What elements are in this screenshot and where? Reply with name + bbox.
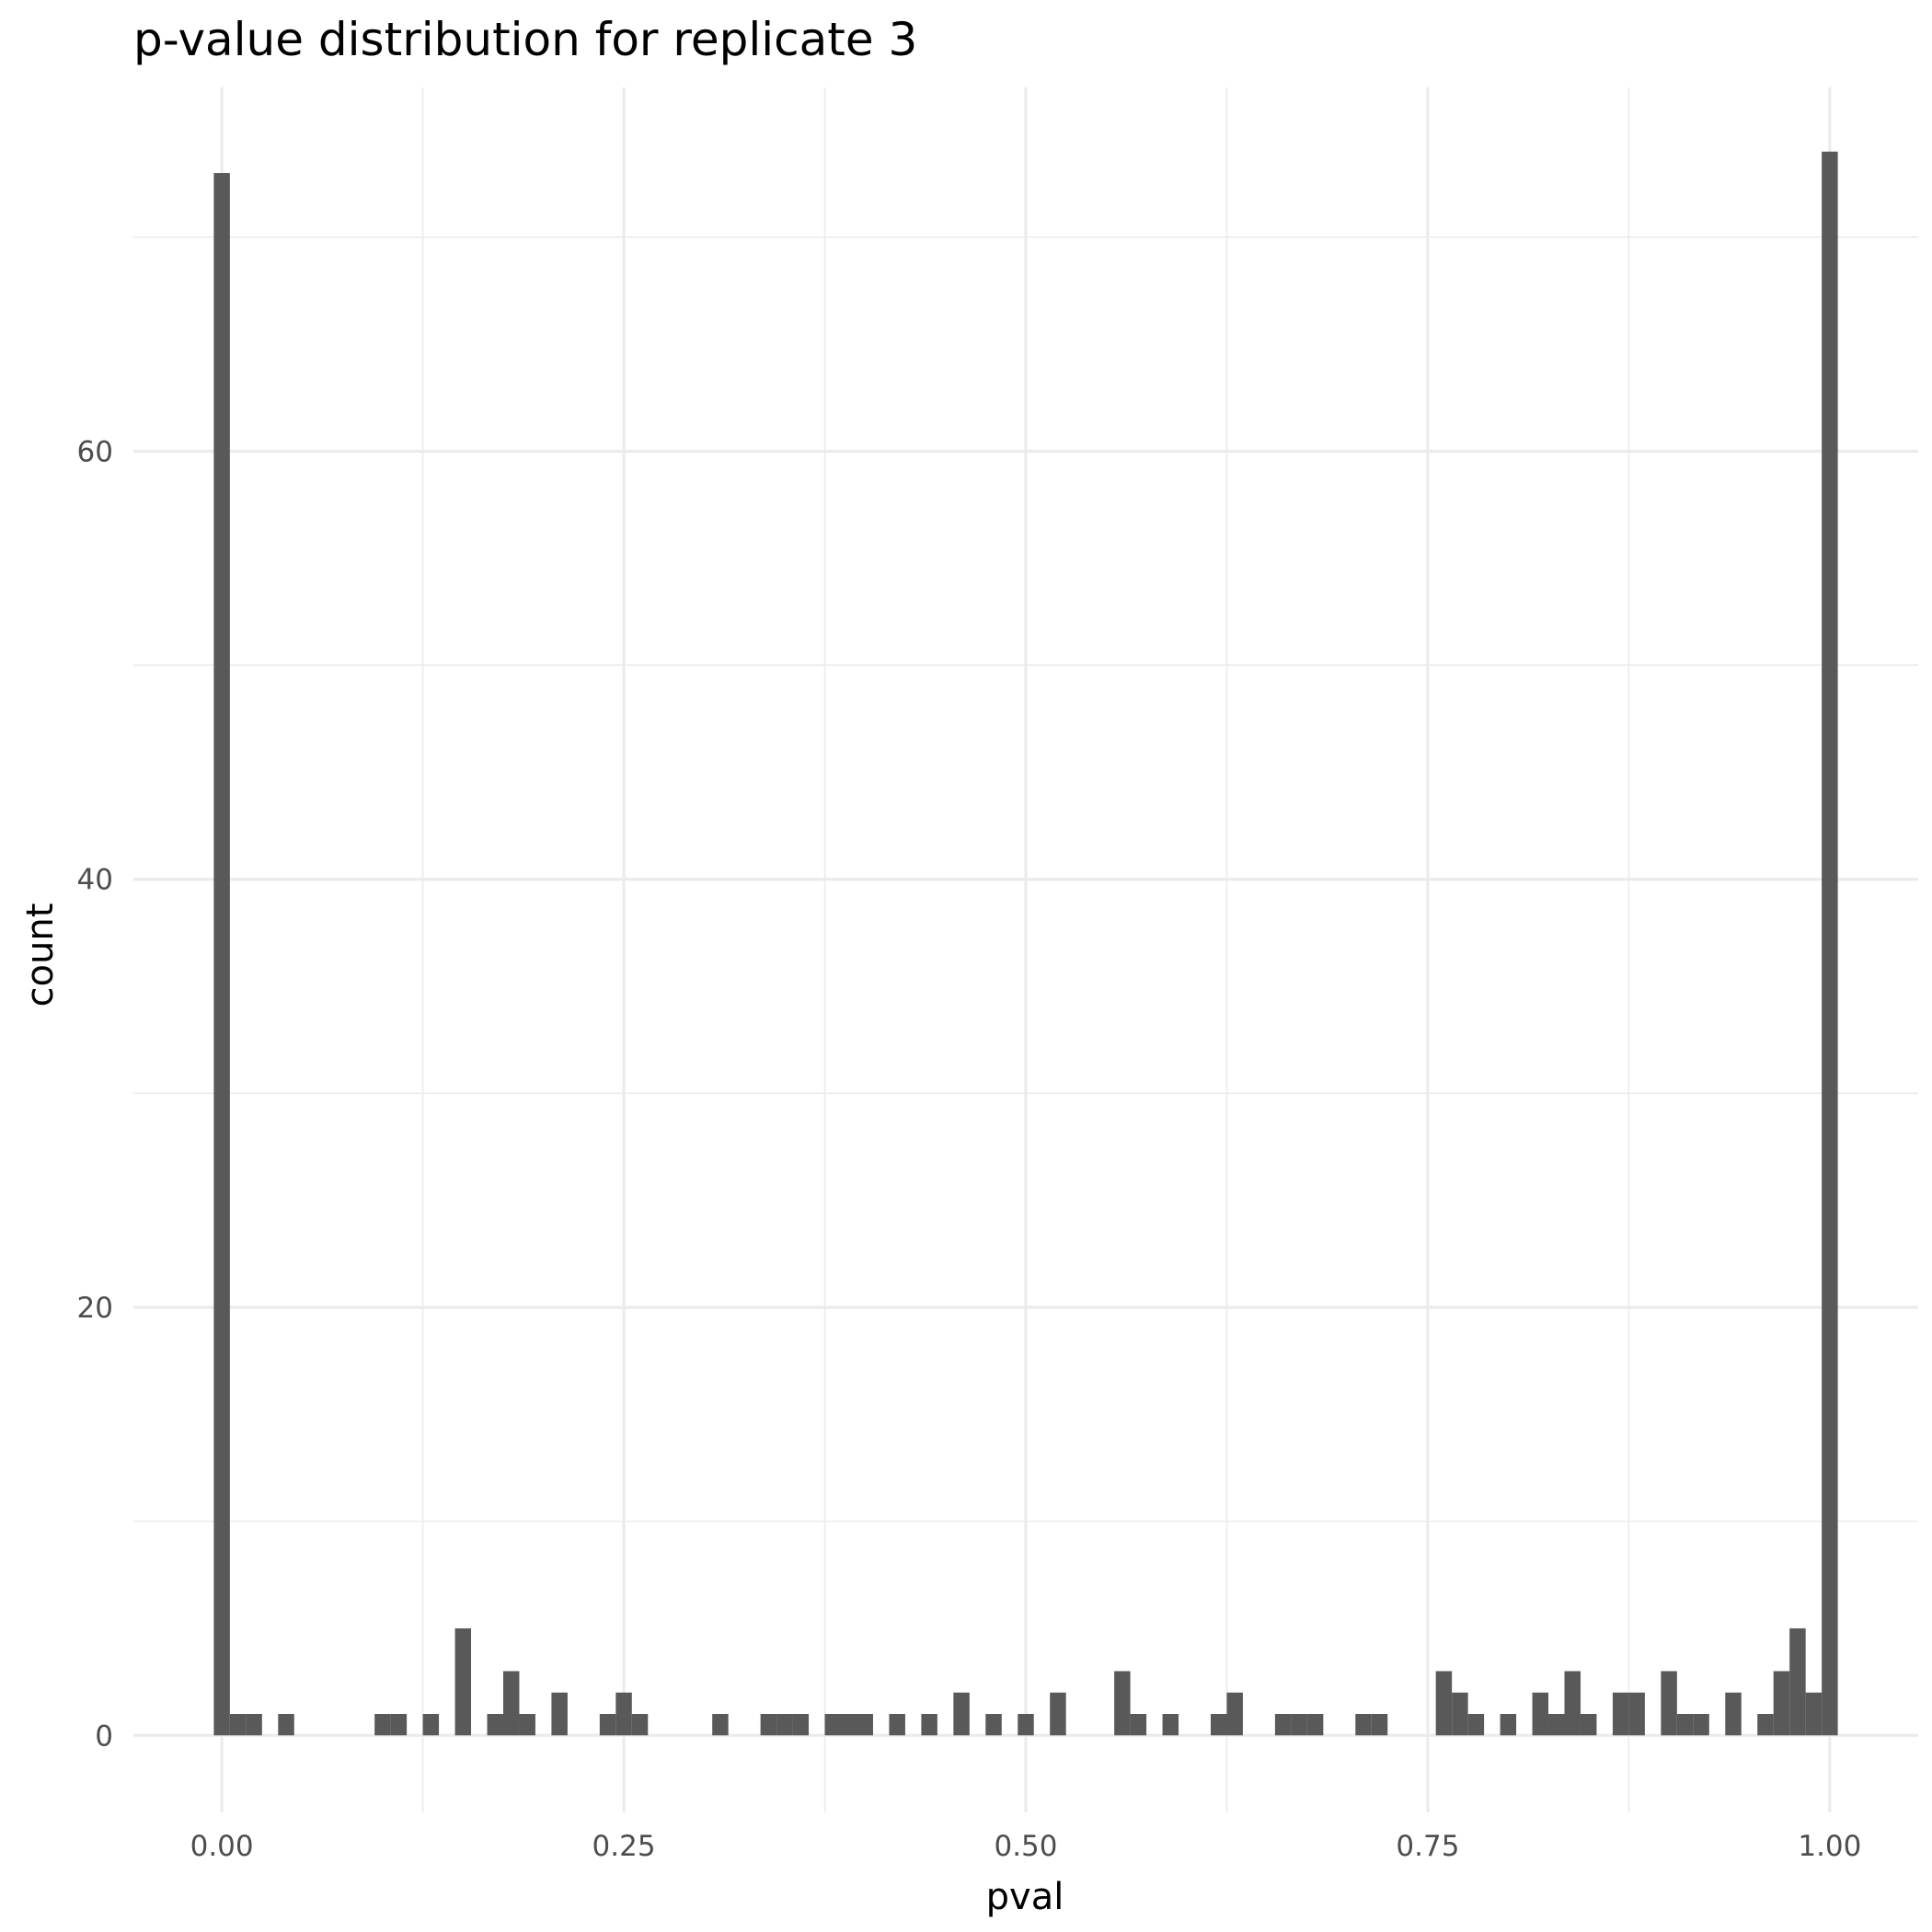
y-tick-label: 20: [77, 1292, 113, 1325]
histogram-bar: [1532, 1692, 1549, 1736]
histogram-bar: [1114, 1671, 1131, 1736]
histogram-bar: [631, 1713, 649, 1736]
histogram-bar: [760, 1713, 777, 1736]
histogram-bar: [792, 1713, 810, 1736]
y-tick-label: 0: [95, 1719, 113, 1753]
histogram-bar: [1130, 1713, 1147, 1736]
histogram-bar: [1548, 1713, 1565, 1736]
histogram-bar: [454, 1627, 472, 1736]
histogram-bar: [246, 1713, 262, 1736]
x-tick-label: 0.50: [994, 1830, 1057, 1863]
histogram-bar: [953, 1692, 970, 1736]
histogram-bar: [1757, 1713, 1774, 1736]
histogram-bar: [278, 1713, 294, 1736]
histogram-bar: [213, 173, 230, 1736]
bars-layer: [213, 151, 1838, 1736]
histogram-bar: [889, 1713, 905, 1736]
y-tick-label: 60: [77, 435, 113, 468]
histogram-bar: [985, 1713, 1002, 1736]
histogram-bar: [1628, 1692, 1645, 1736]
histogram-bar: [599, 1713, 616, 1736]
histogram-bar: [1371, 1713, 1388, 1736]
histogram-bar: [1805, 1692, 1823, 1736]
histogram-bar: [502, 1671, 520, 1736]
x-tick-label: 0.25: [592, 1830, 656, 1863]
histogram-bar: [1452, 1692, 1468, 1736]
histogram-bar: [824, 1713, 842, 1736]
histogram-bar: [1467, 1713, 1485, 1736]
x-axis-title: pval: [986, 1876, 1064, 1918]
histogram-bar: [841, 1713, 857, 1736]
histogram-bar: [1274, 1713, 1292, 1736]
histogram-bar: [390, 1713, 408, 1736]
histogram-bar: [1676, 1713, 1694, 1736]
histogram-bar: [229, 1713, 247, 1736]
x-tick-label: 0.00: [190, 1830, 254, 1863]
histogram-bar: [1822, 151, 1838, 1736]
histogram-bar: [1693, 1713, 1709, 1736]
histogram-bar: [519, 1713, 535, 1736]
histogram-bar: [1050, 1692, 1066, 1736]
histogram-bar: [1210, 1713, 1227, 1736]
histogram-bar: [1580, 1713, 1597, 1736]
y-axis-title: count: [19, 903, 62, 1007]
y-tick-label: 40: [77, 864, 113, 897]
chart-title: p-value distribution for replicate 3: [133, 13, 917, 66]
histogram-bar: [1725, 1692, 1742, 1736]
tick-labels: 0.00 0.25 0.50 0.75 1.00 0 20 40 60: [77, 435, 1862, 1863]
grid-layer: [133, 87, 1918, 1812]
histogram-bar: [1661, 1671, 1677, 1736]
histogram-bar: [1564, 1671, 1581, 1736]
x-tick-label: 0.75: [1396, 1830, 1459, 1863]
histogram-bar: [422, 1713, 440, 1736]
histogram-bar: [551, 1692, 568, 1736]
histogram-bar: [921, 1713, 937, 1736]
histogram-bar: [487, 1713, 503, 1736]
histogram-bar: [712, 1713, 729, 1736]
histogram-bar: [776, 1713, 793, 1736]
histogram-bar: [1789, 1627, 1806, 1736]
histogram-bar: [1306, 1713, 1324, 1736]
histogram-bar: [1435, 1671, 1453, 1736]
histogram-bar: [1500, 1713, 1517, 1736]
histogram-bar: [1612, 1692, 1629, 1736]
histogram-bar: [857, 1713, 873, 1736]
histogram-bar: [1355, 1713, 1372, 1736]
x-tick-label: 1.00: [1798, 1830, 1861, 1863]
histogram-bar: [374, 1713, 391, 1736]
histogram-bar: [615, 1692, 632, 1736]
histogram-bar: [1018, 1713, 1034, 1736]
histogram-bar: [1226, 1692, 1243, 1736]
histogram-bar: [1162, 1713, 1179, 1736]
histogram-bar: [1773, 1671, 1790, 1736]
histogram-bar: [1291, 1713, 1307, 1736]
